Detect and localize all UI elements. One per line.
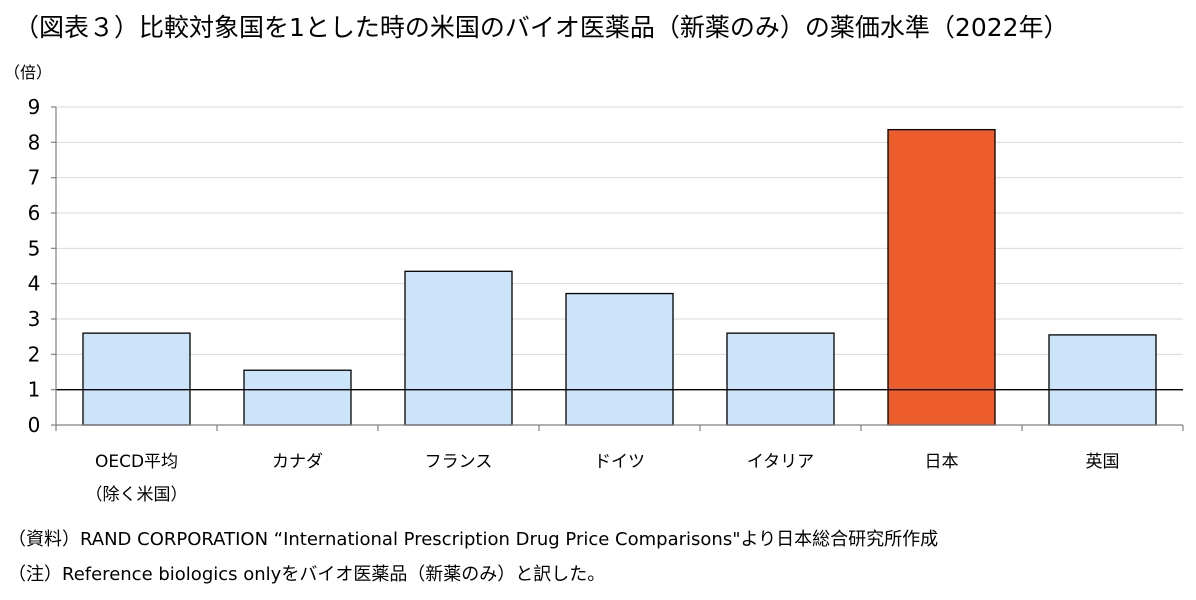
bar <box>243 369 352 426</box>
y-tick-label: 2 <box>28 342 41 366</box>
x-category-label: イタリア <box>747 452 814 472</box>
y-tick-label: 8 <box>28 130 41 154</box>
bar <box>726 332 835 426</box>
bar <box>1048 334 1157 426</box>
bars <box>82 128 1157 426</box>
footnote: （注）Reference biologics onlyをバイオ医薬品（新薬のみ）… <box>8 564 606 585</box>
x-category-labels: OECD平均 （除く米国） カナダ フランス ドイツ イタリア 日本 英国 <box>86 452 1120 505</box>
x-category-label: 日本 <box>925 452 959 472</box>
y-tick-label: 1 <box>28 378 41 402</box>
y-tick-label: 3 <box>28 307 41 331</box>
y-axis-unit-label: （倍） <box>4 63 52 82</box>
axes <box>51 106 1184 431</box>
y-tick-label: 6 <box>28 201 41 225</box>
x-category-label: 英国 <box>1086 452 1120 472</box>
y-tick-labels: 0 1 2 3 4 5 6 7 8 9 <box>28 95 41 437</box>
y-tick-label: 5 <box>28 236 41 260</box>
source-note: （資料）RAND CORPORATION “International Pres… <box>8 529 939 550</box>
x-category-label: ドイツ <box>594 452 645 472</box>
x-category-label: カナダ <box>272 452 323 472</box>
x-category-label-line2: （除く米国） <box>86 485 188 505</box>
bar <box>404 270 513 426</box>
y-tick-label: 4 <box>28 272 41 296</box>
bar <box>565 292 674 426</box>
chart-title: （図表３）比較対象国を1とした時の米国のバイオ医薬品（新薬のみ）の薬価水準（20… <box>14 13 1069 42</box>
y-tick-label: 0 <box>28 413 41 437</box>
x-category-label: OECD平均 <box>95 452 178 472</box>
bar-chart: 0 1 2 3 4 5 6 7 8 9 OECD平均 （除く米国） カナダ フランス ドイツ イタリア 日本 英… <box>4 63 1184 505</box>
y-tick-label: 9 <box>28 95 41 119</box>
bar <box>887 128 996 426</box>
y-tick-label: 7 <box>28 166 41 190</box>
x-category-label: フランス <box>425 452 493 472</box>
bar <box>82 332 191 426</box>
